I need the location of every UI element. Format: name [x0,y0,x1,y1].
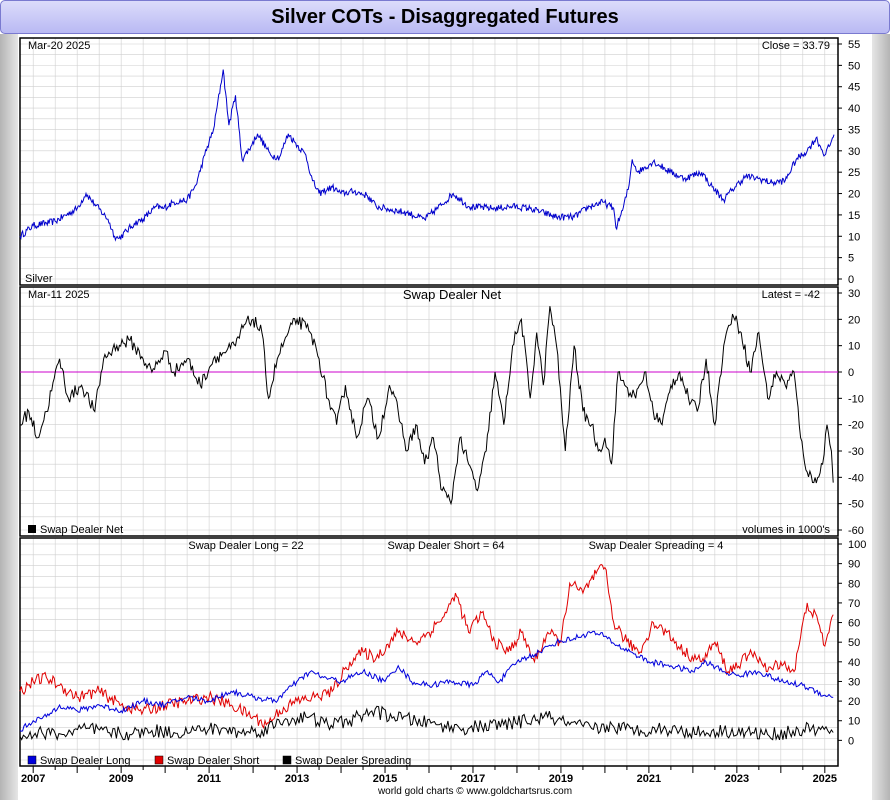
right-frame-border [872,34,890,800]
chart-title: Silver COTs - Disaggregated Futures [0,0,890,34]
short-value-label: Swap Dealer Short = 64 [387,540,504,552]
y-tick-label: 50 [848,60,860,72]
y-tick-label: -20 [848,420,864,432]
swap-dealer-long-line [19,630,834,732]
y-tick-label: 55 [848,39,860,51]
x-tick-label: 2017 [461,773,485,785]
y-tick-label: 25 [848,167,860,179]
price-series-label: Silver [25,273,53,285]
x-tick-label: 2023 [725,773,749,785]
x-tick-label: 2013 [285,773,309,785]
y-tick-label: 45 [848,82,860,94]
net-legend-label: Swap Dealer Net [40,524,123,536]
y-tick-label: 10 [848,716,860,728]
legend-swatch-1 [154,755,164,765]
volume-note: volumes in 1000's [742,524,830,536]
y-tick-label: 90 [848,559,860,571]
legend-label-1: Swap Dealer Short [167,755,259,767]
y-tick-label: 0 [848,735,854,747]
panel-border-net [19,286,839,537]
legend-label-0: Swap Dealer Long [40,755,131,767]
y-tick-label: 60 [848,618,860,630]
x-tick-label: 2015 [373,773,397,785]
y-tick-label: -50 [848,499,864,511]
y-tick-label: 10 [848,341,860,353]
y-tick-label: 30 [848,146,860,158]
legend-swatch-2 [282,755,292,765]
y-tick-label: 0 [848,367,854,379]
y-tick-label: 40 [848,657,860,669]
y-tick-label: 100 [848,539,866,551]
left-frame-border [0,34,18,800]
y-tick-label: 30 [848,676,860,688]
y-tick-label: -10 [848,393,864,405]
swap-dealer-spreading-line [19,705,834,741]
y-tick-label: 20 [848,314,860,326]
y-tick-label: 30 [848,288,860,300]
y-tick-label: 0 [848,274,854,286]
price-close-label: Close = 33.79 [762,40,830,52]
panel-border-price [19,37,839,286]
legend-swatch-0 [27,755,37,765]
y-tick-label: 20 [848,696,860,708]
y-tick-label: 5 [848,253,854,265]
y-tick-label: 20 [848,189,860,201]
legend-label-2: Swap Dealer Spreading [295,755,411,767]
net-legend-swatch [28,525,36,533]
y-tick-label: 35 [848,124,860,136]
y-tick-label: 15 [848,210,860,222]
spreading-value-label: Swap Dealer Spreading = 4 [589,540,724,552]
net-panel-title: Swap Dealer Net [403,287,502,302]
y-tick-label: -40 [848,472,864,484]
x-tick-label: 2011 [197,773,221,785]
chart-footer: world gold charts © www.goldchartsrus.co… [377,786,572,797]
x-tick-label: 2007 [21,773,45,785]
long-value-label: Swap Dealer Long = 22 [188,540,303,552]
x-tick-label: 2021 [637,773,661,785]
y-tick-label: -60 [848,525,864,537]
x-tick-label: 2009 [109,773,133,785]
net-latest-label: Latest = -42 [762,289,820,301]
x-tick-label: 2025 [813,773,837,785]
y-tick-label: 70 [848,598,860,610]
price-date-label: Mar-20 2025 [28,40,90,52]
net-date-label: Mar-11 2025 [28,289,90,301]
y-tick-label: 50 [848,637,860,649]
y-tick-label: 10 [848,231,860,243]
swap-dealer-net-line [19,306,834,506]
x-tick-label: 2019 [549,773,573,785]
y-tick-label: 80 [848,578,860,590]
y-tick-label: 40 [848,103,860,115]
silver-price-line [19,69,835,242]
y-tick-label: -30 [848,446,864,458]
